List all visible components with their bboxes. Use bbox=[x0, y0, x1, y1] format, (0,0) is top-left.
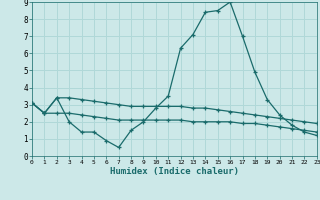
X-axis label: Humidex (Indice chaleur): Humidex (Indice chaleur) bbox=[110, 167, 239, 176]
